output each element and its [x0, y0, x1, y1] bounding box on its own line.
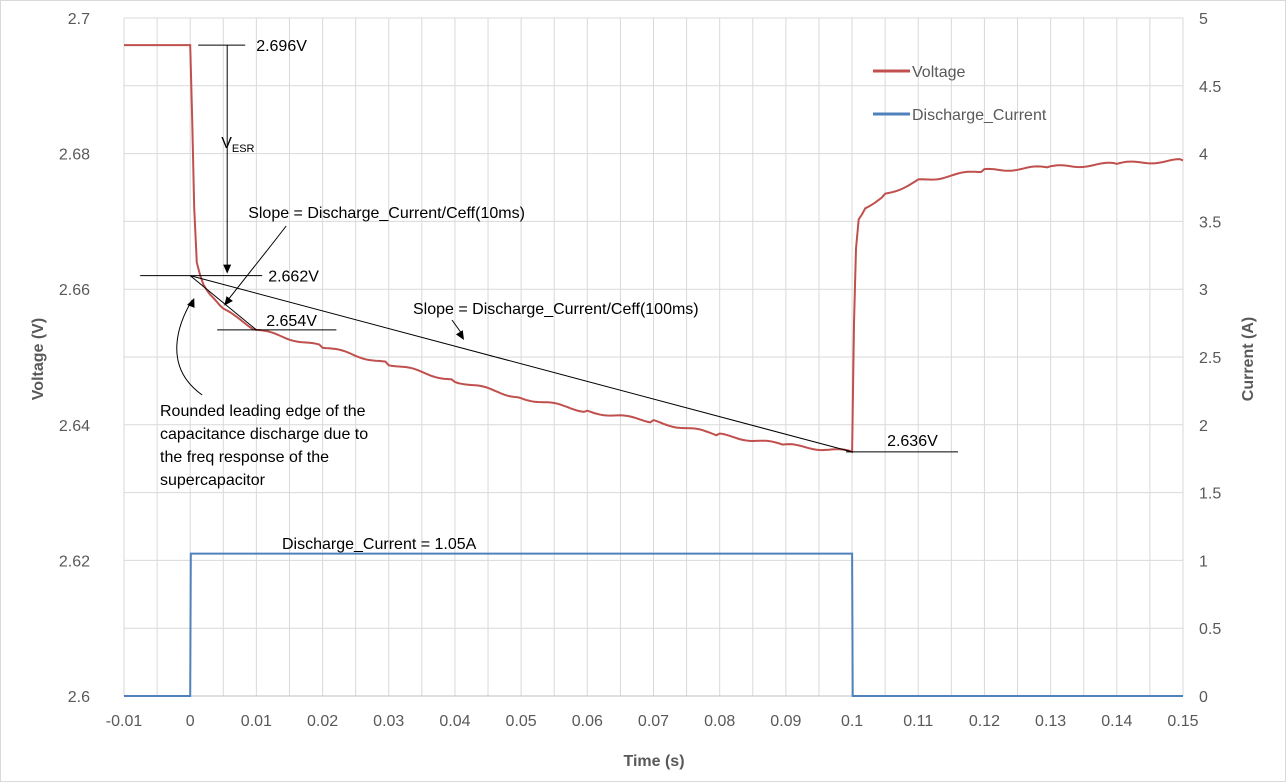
y-right-tick-label: 5: [1199, 11, 1208, 28]
label-discharge-current: Discharge_Current = 1.05A: [282, 536, 477, 553]
series-voltage-line: [124, 44, 1184, 454]
label-2636v: 2.636V: [887, 433, 938, 450]
tick-labels: -0.01 0 0.01 0.02 0.03 0.04 0.05 0.06 0.07 0.08 0.…: [59, 11, 1221, 730]
x-tick-label: 0: [186, 713, 195, 730]
x-axis-title: Time (s): [623, 753, 684, 770]
x-tick-label: -0.01: [106, 713, 143, 730]
y-left-tick-label: 2.62: [59, 553, 90, 570]
y-left-tick-label: 2.68: [59, 147, 90, 164]
slope-10ms-leader: [271, 225, 287, 245]
slope-line-10ms: [189, 275, 257, 331]
rounded-edge-arrow-shaft: [176, 299, 203, 396]
legend-voltage-label: Voltage: [912, 64, 965, 81]
x-tick-label: 0.09: [770, 713, 801, 730]
y-axis-right-title: Current (A): [1240, 317, 1257, 401]
x-tick-label: 0.06: [572, 713, 603, 730]
x-tick-label: 0.15: [1167, 713, 1198, 730]
label-vesr-subscript: ESR: [232, 143, 255, 155]
x-tick-label: 0.01: [241, 713, 272, 730]
slope-line-100ms: [190, 275, 853, 453]
series-discharge-current-line: [124, 552, 1183, 697]
x-tick-label: 0.07: [638, 713, 669, 730]
series-group: [124, 44, 1184, 697]
slope-100ms-leader: [451, 319, 463, 335]
y-left-tick-label: 2.6: [68, 689, 90, 706]
y-left-tick-label: 2.7: [68, 11, 90, 28]
x-tick-label: 0.04: [439, 713, 470, 730]
label-rounded-edge-line: capacitance discharge due to: [160, 426, 368, 443]
y-right-tick-label: 2: [1199, 418, 1208, 435]
label-slope-10ms: Slope = Discharge_Current/Ceff(10ms): [248, 205, 525, 222]
x-tick-label: 0.11: [903, 713, 933, 730]
rounded-edge-arrow-head: [187, 298, 195, 308]
label-rounded-edge-line: Rounded leading edge of the: [160, 403, 366, 420]
x-tick-label: 0.14: [1101, 713, 1132, 730]
annotations: 2.696V VESR 2.662V 2.654V Slope = Discharge_…: [140, 38, 959, 553]
x-tick-label: 0.12: [969, 713, 1000, 730]
y-right-tick-label: 1.5: [1199, 486, 1221, 503]
y-right-tick-label: 2.5: [1199, 350, 1221, 367]
slope-10ms-arrow-shaft: [227, 243, 273, 300]
y-left-tick-label: 2.64: [59, 418, 90, 435]
label-2696v: 2.696V: [256, 38, 307, 55]
slope-10ms-arrow-head: [224, 296, 233, 306]
y-left-tick-label: 2.66: [59, 282, 90, 299]
label-rounded-edge-line: the freq response of the: [160, 449, 329, 466]
y-right-tick-label: 3: [1199, 282, 1208, 299]
y-right-tick-label: 4.5: [1199, 79, 1221, 96]
slope-100ms-arrow-head: [455, 330, 464, 340]
y-right-tick-label: 0: [1199, 689, 1208, 706]
label-vesr: VESR: [221, 135, 254, 155]
label-2662v: 2.662V: [268, 269, 319, 286]
y-axis-left-title: Voltage (V): [30, 318, 47, 400]
x-tick-label: 0.13: [1035, 713, 1066, 730]
label-slope-100ms: Slope = Discharge_Current/Ceff(100ms): [413, 301, 699, 318]
x-tick-label: 0.1: [841, 713, 863, 730]
y-right-tick-label: 0.5: [1199, 621, 1221, 638]
y-right-tick-label: 3.5: [1199, 214, 1221, 231]
legend-current-label: Discharge_Current: [912, 107, 1047, 124]
y-right-tick-label: 4: [1199, 147, 1208, 164]
label-rounded-edge-line: supercapacitor: [160, 472, 266, 489]
label-2654v: 2.654V: [266, 313, 317, 330]
vesr-arrow-head: [223, 264, 232, 274]
x-tick-label: 0.03: [373, 713, 404, 730]
legend: Voltage Discharge_Current: [873, 64, 1047, 124]
x-tick-label: 0.08: [704, 713, 735, 730]
x-tick-label: 0.02: [307, 713, 338, 730]
x-tick-label: 0.05: [506, 713, 537, 730]
y-right-tick-label: 1: [1199, 553, 1208, 570]
